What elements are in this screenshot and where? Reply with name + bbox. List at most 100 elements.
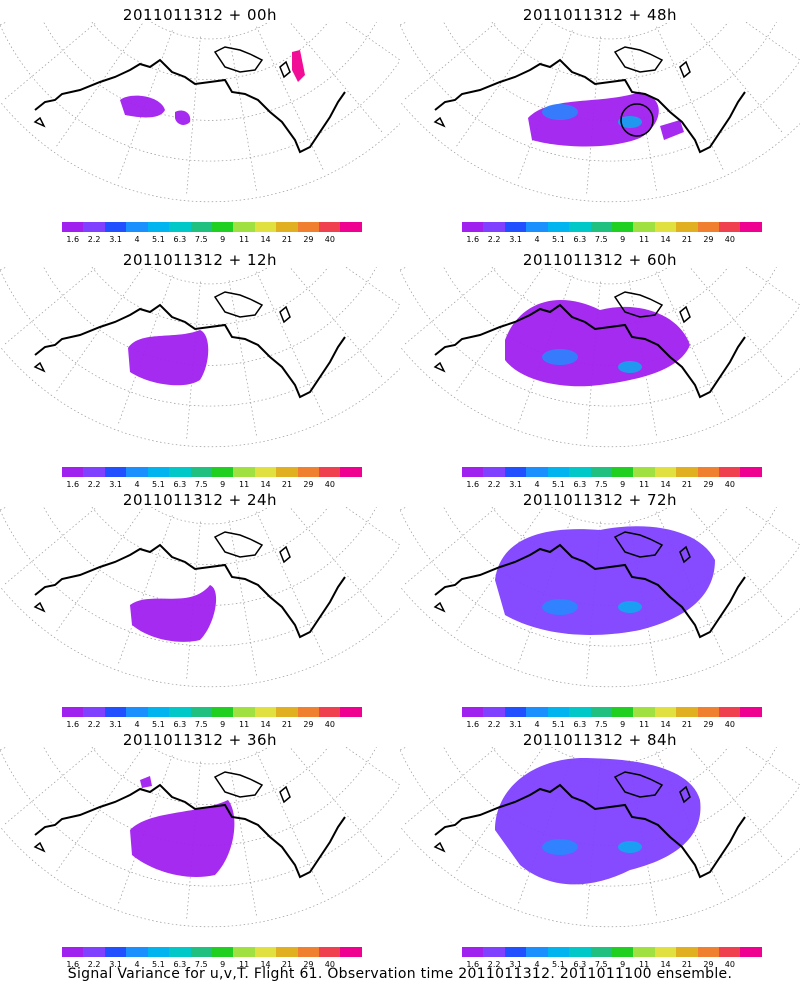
islands xyxy=(33,771,291,853)
latitude-circle xyxy=(0,748,400,887)
islands xyxy=(33,46,291,128)
colorbar-tick-label: 9 xyxy=(620,960,626,969)
colorbar-swatch xyxy=(319,222,341,232)
colorbar-tick-label: 40 xyxy=(324,480,335,489)
colorbar-tick-label: 40 xyxy=(724,720,735,729)
colorbar-tick-label: 11 xyxy=(639,960,650,969)
colorbar-swatch xyxy=(676,467,698,477)
colorbar-swatch xyxy=(254,707,277,717)
colorbar-tick-label: 7.5 xyxy=(194,480,208,489)
colorbar-labels: 1.6 2.2 3.1 4 5.1 6.3 7.5 9 11 14 21 29 40 xyxy=(462,720,762,730)
colorbar-swatch xyxy=(719,467,741,477)
variance-highlight xyxy=(618,361,642,373)
colorbar-swatch xyxy=(254,947,277,957)
latitude-circle xyxy=(150,747,270,765)
variance-highlight xyxy=(618,116,642,128)
meridian-line xyxy=(656,26,725,172)
panel-title: 2011011312 + 12h xyxy=(122,251,278,269)
colorbar-tick-label: 9 xyxy=(620,480,626,489)
colorbar-swatch xyxy=(62,222,84,232)
islands xyxy=(33,531,291,613)
colorbar-tick-label: 9 xyxy=(620,235,626,244)
colorbar-swatch xyxy=(190,467,212,477)
meridian-line xyxy=(0,747,8,751)
colorbar-tick-label: 4 xyxy=(534,480,540,489)
variance-highlight xyxy=(542,349,578,365)
latitude-circle xyxy=(43,267,377,366)
colorbar-swatch xyxy=(611,467,634,477)
colorbar-tick-label: 1.6 xyxy=(66,235,80,244)
colorbar-swatch xyxy=(83,222,105,232)
colorbar xyxy=(62,467,362,477)
colorbar-swatch xyxy=(83,947,105,957)
colorbar-swatch xyxy=(654,947,677,957)
islands xyxy=(433,771,691,853)
colorbar-swatch xyxy=(62,947,84,957)
meridian-line xyxy=(228,280,258,438)
colorbar-swatch xyxy=(740,467,762,477)
latitude-circle xyxy=(91,267,329,325)
colorbar-swatch xyxy=(633,707,655,717)
colorbar-swatch xyxy=(611,222,634,232)
signal-variance-region xyxy=(140,776,152,788)
latitude-circle xyxy=(150,267,270,285)
colorbar xyxy=(462,947,762,957)
colorbar-tick-label: 7.5 xyxy=(194,720,208,729)
colorbar-swatch xyxy=(654,222,677,232)
colorbar-swatch xyxy=(697,947,720,957)
colorbar-tick-label: 6.3 xyxy=(173,960,187,969)
colorbar-tick-label: 4 xyxy=(534,720,540,729)
latitude-circle xyxy=(0,508,400,647)
panel-title: 2011011312 + 84h xyxy=(522,731,678,749)
colorbar-tick-label: 3.1 xyxy=(509,960,522,969)
colorbar-tick-label: 9 xyxy=(220,235,226,244)
colorbar-swatch xyxy=(169,707,191,717)
colorbar-tick-label: 1.6 xyxy=(66,480,80,489)
colorbar-tick-label: 7.5 xyxy=(194,235,208,244)
colorbar xyxy=(62,707,362,717)
colorbar-swatch xyxy=(340,467,362,477)
colorbar-swatch xyxy=(83,467,105,477)
meridian-line xyxy=(228,520,258,678)
colorbar-swatch xyxy=(676,222,698,232)
latitude-circle xyxy=(400,23,800,162)
variance-highlight xyxy=(618,841,642,853)
colorbar-labels: 1.6 2.2 3.1 4 5.1 6.3 7.5 9 11 14 21 29 40 xyxy=(62,960,362,970)
colorbar-tick-label: 3.1 xyxy=(509,720,522,729)
colorbar-tick-label: 29 xyxy=(303,480,314,489)
map-panel-00h: 2011011312 + 00h 1.6 2.2 3.1 4 5.1 6.3 7.5 9 11 1… xyxy=(0,0,400,245)
colorbar-tick-label: 29 xyxy=(303,720,314,729)
colorbar-swatch xyxy=(697,222,720,232)
colorbar-tick-label: 9 xyxy=(220,960,226,969)
colorbar-tick-label: 21 xyxy=(681,480,693,489)
colorbar-tick-label: 40 xyxy=(324,960,335,969)
colorbar-tick-label: 4 xyxy=(134,960,140,969)
colorbar-swatch xyxy=(483,707,505,717)
latitude-circle xyxy=(0,100,400,203)
latitude-circle xyxy=(43,22,377,121)
colorbar-swatch xyxy=(547,707,570,717)
coastline xyxy=(434,303,746,399)
colorbar-tick-label: 2.2 xyxy=(487,480,501,489)
latitude-circle xyxy=(550,22,670,40)
colorbar-labels: 1.6 2.2 3.1 4 5.1 6.3 7.5 9 11 14 21 29 40 xyxy=(62,720,362,730)
colorbar-swatch xyxy=(147,707,170,717)
meridian-line xyxy=(289,747,384,860)
panel-title: 2011011312 + 48h xyxy=(522,6,678,24)
colorbar-swatch xyxy=(211,467,234,477)
colorbar-swatch xyxy=(462,467,484,477)
signal-variance-region xyxy=(660,120,684,140)
meridian-line xyxy=(54,22,144,149)
variance-highlights xyxy=(542,349,642,373)
colorbar-tick-label: 11 xyxy=(639,720,650,729)
colorbar-swatch xyxy=(169,467,191,477)
colorbar-tick-label: 5.1 xyxy=(152,720,165,729)
colorbar-tick-label: 7.5 xyxy=(594,480,608,489)
colorbar-tick-label: 7.5 xyxy=(594,235,608,244)
colorbar-swatch xyxy=(211,222,234,232)
map-area xyxy=(0,22,400,203)
colorbar-swatch xyxy=(462,222,484,232)
meridian-line xyxy=(0,267,8,271)
colorbar-tick-label: 21 xyxy=(681,720,693,729)
colorbar-swatch xyxy=(569,467,591,477)
